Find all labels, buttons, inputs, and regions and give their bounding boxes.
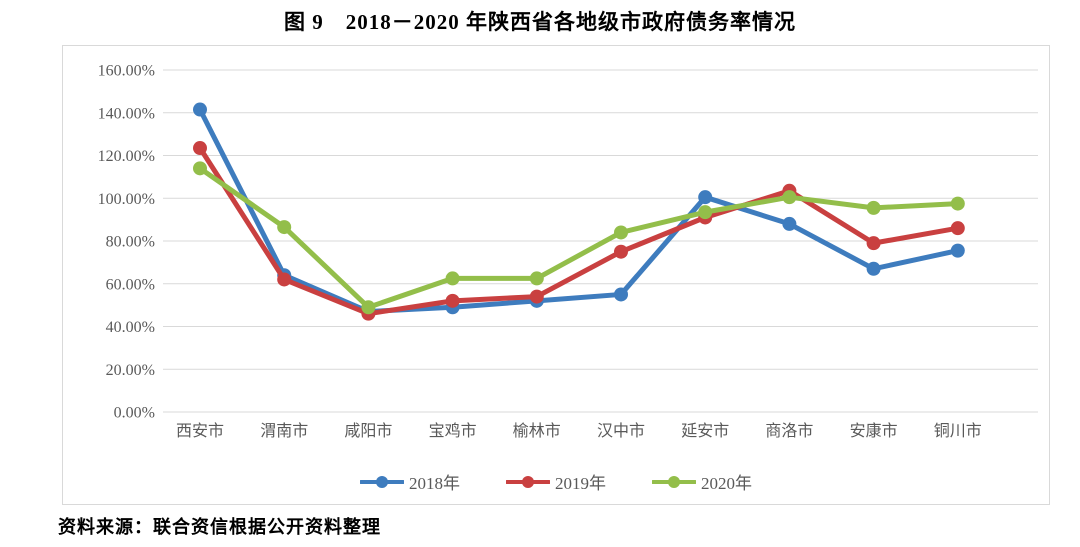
chart-frame: 0.00% 20.00% 40.00% 60.00% 80.00% 100.00% 120.… [62, 45, 1050, 505]
legend-marker-2020-icon [652, 475, 696, 488]
legend-label-2018: 2018年 [409, 474, 460, 493]
data-point-2018年-商洛市 [782, 216, 797, 231]
x-category-label: 安康市 [850, 422, 898, 440]
y-tick-label: 100.00% [98, 191, 155, 208]
data-point-2019年-汉中市 [614, 244, 628, 259]
data-point-2020年-延安市 [698, 205, 713, 220]
legend-item-2019: 2019年 [506, 469, 606, 494]
x-category-label: 商洛市 [765, 422, 813, 440]
y-tick-label: 60.00% [106, 276, 155, 293]
y-tick-label: 40.00% [106, 319, 155, 336]
data-point-2019年-渭南市 [277, 272, 292, 287]
x-category-label: 榆林市 [513, 422, 561, 440]
x-category-label: 汉中市 [597, 422, 645, 440]
x-category-label: 延安市 [681, 422, 729, 440]
data-point-2019年-榆林市 [529, 289, 544, 304]
legend-label-2020: 2020年 [701, 474, 752, 493]
source-note: 资料来源：联合资信根据公开资料整理 [58, 517, 381, 537]
x-category-label: 渭南市 [260, 422, 308, 440]
line-chart: 0.00% 20.00% 40.00% 60.00% 80.00% 100.00% 120.… [98, 63, 1038, 440]
x-category-label: 宝鸡市 [429, 422, 477, 440]
data-point-2018年-汉中市 [614, 287, 628, 302]
x-category-label: 咸阳市 [344, 422, 392, 440]
data-point-2020年-汉中市 [614, 225, 628, 240]
series-line-2019年 [197, 145, 961, 317]
x-category-label: 西安市 [176, 422, 224, 440]
series-line-2020年 [197, 165, 961, 310]
y-tick-label: 140.00% [98, 105, 155, 122]
data-point-2020年-安康市 [866, 200, 881, 215]
data-point-2019年-安康市 [866, 236, 881, 251]
legend-marker-2018-icon [360, 475, 404, 488]
x-category-label: 铜川市 [934, 422, 982, 440]
legend-label-2019: 2019年 [555, 474, 606, 493]
data-point-2019年-西安市 [193, 141, 207, 156]
data-point-2020年-商洛市 [782, 190, 797, 205]
data-point-2020年-铜川市 [950, 196, 965, 211]
y-tick-label: 0.00% [114, 405, 155, 422]
legend-marker-2019-icon [506, 475, 550, 488]
y-tick-label: 80.00% [106, 234, 155, 251]
data-point-2020年-渭南市 [277, 220, 292, 235]
data-point-2020年-西安市 [193, 161, 207, 176]
chart-title: 图 9 2018－2020 年陕西省各地级市政府债务率情况 [284, 10, 796, 34]
data-point-2020年-榆林市 [529, 271, 544, 286]
data-point-2018年-铜川市 [950, 243, 965, 258]
y-tick-label: 20.00% [106, 362, 155, 379]
data-point-2019年-宝鸡市 [445, 293, 460, 308]
chart-legend: 2018年 2019年 2020年 [63, 469, 1049, 494]
data-point-2018年-延安市 [698, 190, 713, 205]
y-tick-label: 120.00% [98, 148, 155, 165]
data-point-2018年-安康市 [866, 261, 881, 276]
data-point-2019年-铜川市 [950, 221, 965, 236]
series-line-2018年 [197, 107, 961, 315]
legend-item-2018: 2018年 [360, 469, 460, 494]
data-point-2020年-宝鸡市 [445, 271, 460, 286]
data-point-2018年-西安市 [193, 102, 207, 117]
data-point-2020年-咸阳市 [361, 300, 376, 315]
legend-item-2020: 2020年 [652, 469, 752, 494]
y-tick-label: 160.00% [98, 63, 155, 80]
